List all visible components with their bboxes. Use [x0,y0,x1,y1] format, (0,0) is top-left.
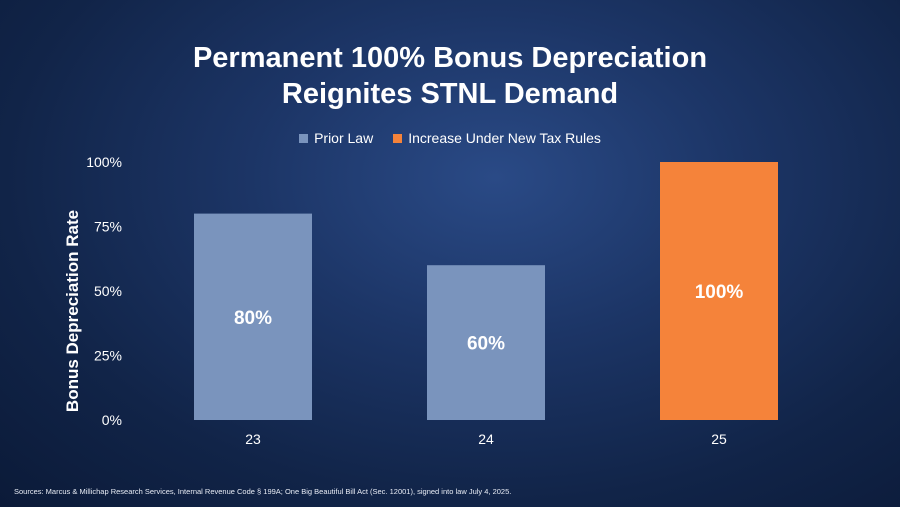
y-axis-title: Bonus Depreciation Rate [63,210,82,412]
y-tick-label: 25% [94,348,122,364]
x-tick-label: 23 [245,431,261,447]
legend-label-increase: Increase Under New Tax Rules [408,130,601,146]
chart-title-line-2: Reignites STNL Demand [281,78,619,110]
bar-data-label: 60% [467,334,505,355]
legend-swatch-prior-law [299,133,309,143]
bar-24 [427,265,545,420]
bar-data-label: 100% [695,282,744,303]
bar-23 [194,213,312,420]
x-tick-label: 25 [711,431,727,447]
legend-item-increase: Increase Under New Tax Rules [393,130,601,146]
legend: Prior Law Increase Under New Tax Rules [0,130,900,146]
legend-label-prior-law: Prior Law [314,130,374,146]
legend-swatch-increase [393,133,403,143]
bar-25 [660,162,778,420]
legend-item-prior-law: Prior Law [299,130,373,146]
y-tick-label: 75% [94,219,122,235]
y-tick-label: 50% [94,283,122,299]
x-tick-label: 24 [478,431,494,447]
y-tick-label: 100% [86,154,122,170]
y-tick-label: 0% [102,412,122,428]
bar-data-label: 80% [234,308,272,329]
source-footnote: Sources: Marcus & Millichap Research Ser… [14,487,512,496]
chart-title-line-1: Permanent 100% Bonus Depreciation [192,42,708,74]
